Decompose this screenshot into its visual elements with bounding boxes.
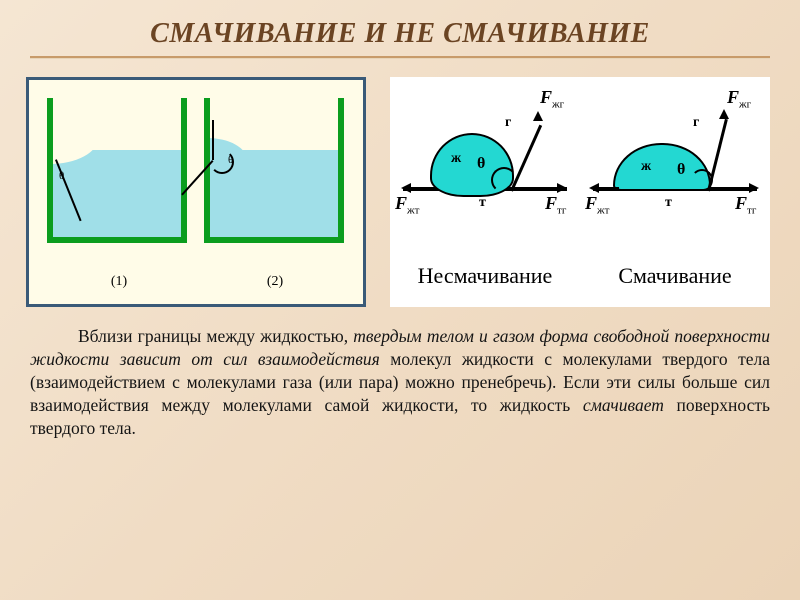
drop-wetting-panel: Fжг Fжт Fтг г ж т θ <box>585 87 765 237</box>
vector-fzht <box>407 187 435 190</box>
label-solid: т <box>479 195 486 211</box>
label-liquid: ж <box>641 159 651 175</box>
label-fzhg: Fжг <box>540 87 564 111</box>
arrow-head-icon <box>749 183 759 193</box>
droplets-figure: Fжг Fжт Fтг г ж т θ Fжг Fжт Fтг г ж т θ <box>390 77 770 307</box>
label-fzht: Fжт <box>585 193 609 217</box>
arrow-head-icon <box>557 183 567 193</box>
containers-figure: θ θ (1) (2) <box>26 77 366 307</box>
wall <box>204 237 344 243</box>
label-fzht: Fжт <box>395 193 419 217</box>
label-liquid: ж <box>451 151 461 167</box>
caption-wetting: Смачивание <box>585 263 765 289</box>
figures-row: θ θ (1) (2) Fжг <box>0 59 800 307</box>
label-fzhg: Fжг <box>727 87 751 111</box>
slide-title: СМАЧИВАНИЕ И НЕ СМАЧИВАНИЕ <box>0 0 800 56</box>
arrow-head-icon <box>533 111 543 121</box>
text-run: Вблизи границы между жидкостью, <box>78 326 353 346</box>
label-ftg: Fтг <box>735 193 756 217</box>
caption-1: (1) <box>99 274 139 290</box>
container-wetting: θ <box>47 98 187 243</box>
body-paragraph: Вблизи границы между жидкостью, твердым … <box>0 307 800 440</box>
theta-label: θ <box>59 170 64 182</box>
label-solid: т <box>665 195 672 211</box>
theta-label: θ <box>677 161 685 179</box>
text-italic: смачивает <box>583 395 664 415</box>
angle-arc <box>491 167 517 193</box>
wall <box>338 98 344 243</box>
theta-label: θ <box>477 155 485 173</box>
caption-2: (2) <box>255 274 295 290</box>
label-gas: г <box>693 115 699 131</box>
drop-nonwetting-panel: Fжг Fжт Fтг г ж т θ <box>395 87 575 237</box>
caption-nonwetting: Несмачивание <box>395 263 575 289</box>
arrow-head-icon <box>401 183 411 193</box>
label-ftg: Fтг <box>545 193 566 217</box>
wall <box>181 98 187 243</box>
vector-ftg <box>513 187 563 190</box>
angle-arc <box>691 169 713 191</box>
container-nonwetting: θ <box>204 98 344 243</box>
wall <box>47 98 53 243</box>
wall <box>47 237 187 243</box>
theta-label: θ <box>228 154 233 166</box>
label-gas: г <box>505 115 511 131</box>
arrow-head-icon <box>589 183 599 193</box>
